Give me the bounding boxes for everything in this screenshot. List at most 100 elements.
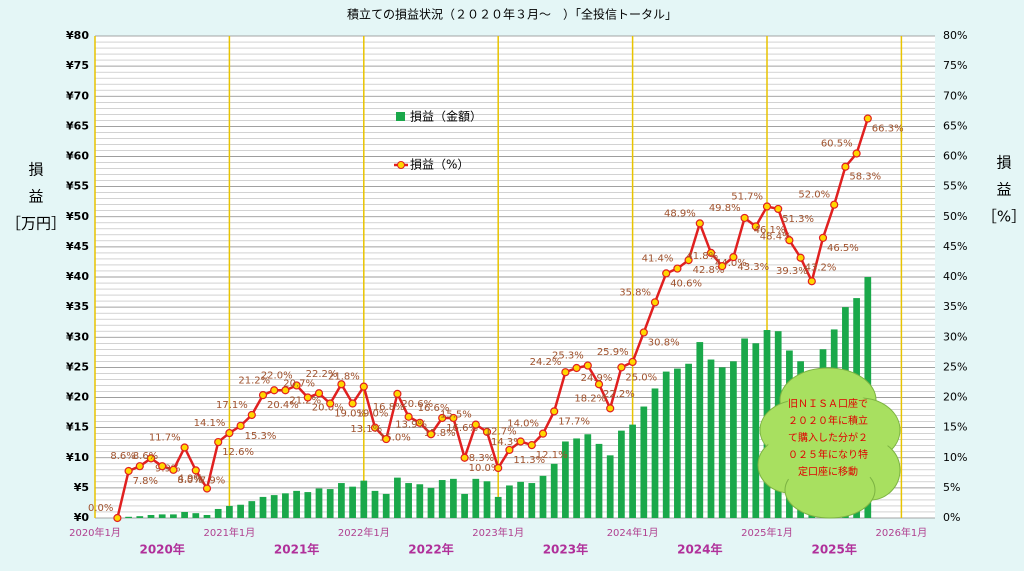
y-tick-label: ¥5 [74, 481, 89, 494]
marker [527, 440, 536, 450]
bar [326, 489, 334, 518]
y2-tick-label: 5% [943, 481, 960, 494]
bar [662, 371, 670, 518]
bar [674, 368, 681, 518]
x-tick-label: 2024年1月 [607, 526, 659, 539]
y-tick-label: ¥65 [66, 119, 89, 132]
data-label: 18.2% [574, 393, 606, 404]
data-label: 51.7% [731, 192, 763, 203]
marker [225, 428, 234, 438]
bar [730, 361, 737, 518]
y-tick-label: ¥35 [66, 300, 89, 313]
y2-tick-label: 0% [943, 511, 960, 524]
data-label: 8.0% [177, 475, 202, 486]
y2-tick-label: 70% [943, 89, 967, 102]
marker [774, 204, 783, 214]
bar [606, 455, 614, 518]
data-label: 11.7% [149, 433, 181, 444]
year-label: 2022年 [408, 542, 453, 557]
marker [124, 466, 133, 476]
y-axis-label: 損 [28, 161, 43, 179]
marker [158, 462, 167, 471]
marker [303, 393, 312, 402]
bar [293, 490, 300, 518]
annotation: ０２５年になり特 [788, 448, 868, 461]
data-label: 43.2% [805, 263, 837, 274]
bar [494, 496, 502, 518]
bar [595, 443, 603, 518]
bar [461, 493, 468, 518]
marker [807, 277, 816, 286]
y-axis-label: 益 [28, 188, 43, 206]
y2-axis-label: 益 [996, 181, 1011, 199]
marker [471, 420, 480, 429]
marker [135, 462, 144, 471]
bar [237, 504, 244, 518]
marker [650, 298, 660, 307]
marker [729, 253, 738, 262]
marker [841, 162, 850, 171]
legend-label: 損益（%） [410, 157, 469, 172]
data-label: 12.6% [222, 447, 254, 458]
marker [460, 453, 469, 462]
marker [673, 264, 682, 273]
data-label: 21.2% [238, 375, 270, 386]
y-tick-label: ¥10 [66, 451, 89, 464]
data-label: 46.1% [754, 225, 786, 236]
marker [572, 363, 581, 373]
y-tick-label: ¥25 [66, 360, 89, 373]
marker [505, 445, 514, 455]
bar [214, 508, 222, 518]
y-tick-label: ¥75 [66, 59, 89, 72]
y-tick-label: ¥15 [66, 421, 89, 434]
data-label: 24.9% [581, 373, 613, 384]
marker [359, 382, 368, 391]
data-label: 13.1% [350, 424, 382, 435]
marker [662, 269, 671, 278]
data-label: 25.9% [597, 347, 629, 358]
marker [202, 484, 212, 493]
bar [125, 516, 132, 518]
data-label: 14.3% [491, 437, 523, 448]
bar [170, 514, 177, 518]
y2-tick-label: 25% [943, 360, 967, 373]
data-label: 7.8% [133, 476, 158, 487]
marker [762, 202, 772, 211]
marker [370, 423, 380, 432]
x-tick-label: 2023年1月 [472, 526, 524, 539]
marker [404, 412, 413, 421]
annotation: て購入した分が２ [788, 431, 868, 444]
marker [382, 434, 391, 444]
x-tick-label: 2026年1月 [875, 526, 927, 539]
marker [292, 381, 301, 390]
bar [338, 483, 345, 518]
bar [685, 363, 692, 518]
y2-axis-label: 損 [996, 154, 1011, 172]
y2-tick-label: 15% [943, 421, 967, 434]
year-label: 2023年 [543, 542, 588, 557]
data-label: 42.8% [693, 265, 725, 276]
marker [628, 357, 637, 367]
chart-title: 積立ての損益状況（２０２０年３月～ ）「全投信トータル」 [347, 7, 677, 22]
bar [315, 488, 323, 518]
bar [349, 486, 356, 518]
bar [539, 475, 547, 518]
y-tick-label: ¥45 [66, 240, 89, 253]
bar [181, 511, 188, 518]
data-label: 43.3% [737, 262, 769, 273]
bar [718, 367, 726, 518]
y2-tick-label: 50% [943, 210, 967, 223]
data-label: 16.6% [446, 423, 478, 434]
marker [785, 236, 794, 245]
data-label: 20.4% [267, 400, 299, 411]
y-tick-label: ¥0 [74, 511, 90, 524]
data-label: 25.0% [625, 372, 657, 383]
y2-tick-label: 55% [943, 180, 967, 193]
bar [573, 438, 580, 518]
data-label: 15.8% [424, 428, 456, 439]
data-label: 41.4% [642, 254, 674, 265]
year-label: 2021年 [274, 542, 319, 557]
marker [236, 421, 245, 430]
marker [494, 463, 503, 473]
y2-tick-label: 75% [943, 59, 967, 72]
